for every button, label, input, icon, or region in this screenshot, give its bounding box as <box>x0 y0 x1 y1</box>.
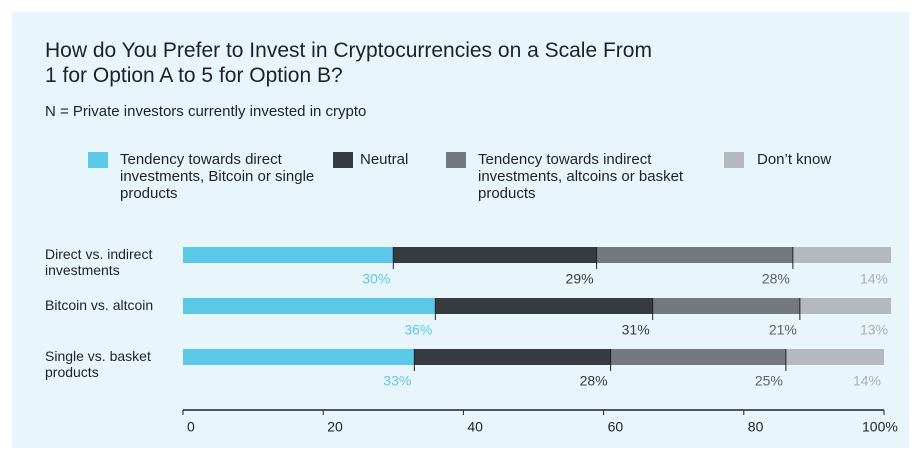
bar-segment <box>596 247 793 263</box>
legend-label: Don’t know <box>757 151 832 168</box>
value-label: 29% <box>566 271 594 287</box>
value-label: 14% <box>860 271 888 287</box>
bar-segment <box>183 298 436 314</box>
value-label: 36% <box>404 322 432 338</box>
chart-title: How do You Prefer to Invest in Cryptocur… <box>45 39 652 87</box>
bar-segment <box>393 247 597 263</box>
x-tick-label: 40 <box>467 419 483 435</box>
bar-segment <box>610 349 786 365</box>
value-label: 28% <box>762 271 790 287</box>
legend-swatch <box>724 152 744 168</box>
chart-subtitle: N = Private investors currently invested… <box>45 103 367 120</box>
bar-segment <box>435 298 653 314</box>
value-label: 30% <box>362 271 390 287</box>
bar-segment <box>183 349 415 365</box>
value-label: 25% <box>755 373 783 389</box>
legend-swatch <box>333 152 353 168</box>
bar-segment <box>792 247 892 263</box>
value-label: 31% <box>622 322 650 338</box>
value-label: 14% <box>853 373 881 389</box>
value-label: 21% <box>769 322 797 338</box>
x-tick-label: 20 <box>327 419 343 435</box>
legend-swatch <box>446 152 466 168</box>
bar-segment <box>652 298 800 314</box>
x-tick-label: 80 <box>748 419 764 435</box>
category-label: Direct vs. indirect investments <box>45 246 153 278</box>
bar-segment <box>414 349 611 365</box>
legend-label: Tendency towards indirect investments, a… <box>478 151 684 202</box>
panel <box>12 12 909 448</box>
legend-label: Tendency towards direct investments, Bit… <box>120 151 315 202</box>
legend-label: Neutral <box>360 151 409 168</box>
bar-segment <box>183 247 394 263</box>
value-label: 13% <box>860 322 888 338</box>
value-label: 33% <box>383 373 411 389</box>
x-tick-label: 60 <box>608 419 624 435</box>
bar-segment <box>785 349 884 365</box>
bar-segment <box>799 298 892 314</box>
x-tick-label: 0 <box>187 419 195 435</box>
category-label: Bitcoin vs. altcoin <box>45 297 154 313</box>
category-label: Single vs. basket products <box>45 348 151 380</box>
value-label: 28% <box>580 373 608 389</box>
x-tick-label: 100% <box>862 419 898 435</box>
legend-swatch <box>88 152 108 168</box>
